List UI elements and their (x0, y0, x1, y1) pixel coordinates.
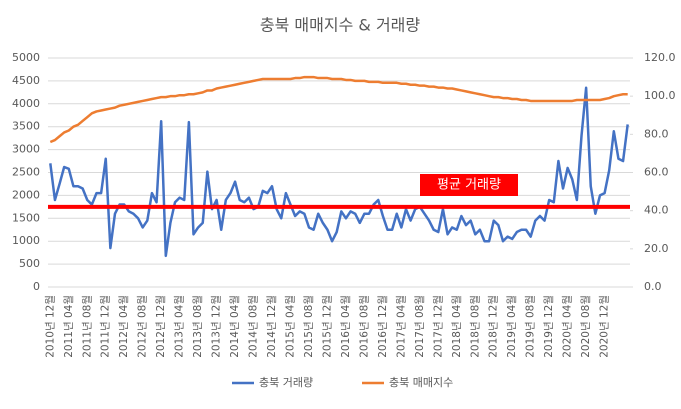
chart-title: 충북 매매지수 & 거래량 (260, 16, 420, 35)
x-tick-label: 2012년 04월 (118, 295, 130, 358)
legend-label: 충북 매매지수 (389, 376, 453, 389)
x-tick-label: 2020년 04월 (562, 295, 574, 358)
x-tick-label: 2019년 08월 (525, 295, 537, 358)
series-line (49, 75, 628, 144)
y2-tick-label: 40.0 (644, 204, 669, 217)
x-tick-label: 2011년 04월 (63, 295, 75, 358)
y-tick-label: 1000 (12, 234, 40, 247)
x-tick-label: 2012년 12월 (155, 295, 167, 358)
y-tick-label: 4500 (12, 74, 40, 87)
y2-tick-label: 80.0 (644, 127, 669, 140)
x-tick-label: 2010년 12월 (44, 295, 56, 358)
x-tick-label: 2014년 08월 (248, 295, 260, 358)
x-tick-label: 2011년 08월 (81, 295, 93, 358)
x-tick-label: 2015년 08월 (303, 295, 315, 358)
x-tick-label: 2013년 12월 (211, 295, 223, 358)
y2-tick-label: 100.0 (644, 89, 676, 102)
y-tick-label: 2000 (12, 188, 40, 201)
x-tick-label: 2016년 08월 (358, 295, 370, 358)
x-tick-label: 2020년 12월 (599, 295, 611, 358)
x-tick-label: 2013년 08월 (192, 295, 204, 358)
x-tick-label: 2018년 04월 (451, 295, 463, 358)
y2-tick-label: 60.0 (644, 166, 669, 179)
y-tick-label: 1500 (12, 211, 40, 224)
x-tick-label: 2019년 04월 (506, 295, 518, 358)
average-label-box (420, 174, 518, 196)
legend-label: 충북 거래량 (259, 376, 313, 389)
x-tick-label: 2016년 04월 (340, 295, 352, 358)
x-tick-label: 2016년 12월 (377, 295, 389, 358)
y-tick-label: 500 (19, 257, 40, 270)
x-tick-label: 2018년 12월 (488, 295, 500, 358)
x-tick-label: 2013년 04월 (174, 295, 186, 358)
x-tick-label: 2017년 04월 (395, 295, 407, 358)
x-tick-label: 2012년 08월 (137, 295, 149, 358)
series-line (49, 86, 629, 258)
x-tick-label: 2019년 12월 (543, 295, 555, 358)
x-tick-label: 2017년 12월 (432, 295, 444, 358)
x-tick-label: 2014년 04월 (229, 295, 241, 358)
x-tick-label: 2017년 08월 (414, 295, 426, 358)
y-tick-label: 0 (33, 280, 40, 293)
x-tick-label: 2018년 08월 (469, 295, 481, 358)
y2-tick-label: 0.0 (644, 280, 662, 293)
average-label: 평균 거래량 (437, 178, 501, 193)
x-tick-label: 2020년 08월 (580, 295, 592, 358)
y-tick-label: 3500 (12, 120, 40, 133)
x-tick-label: 2011년 12월 (100, 295, 112, 358)
y2-tick-label: 120.0 (644, 51, 676, 64)
y-tick-label: 2500 (12, 166, 40, 179)
y2-tick-label: 20.0 (644, 242, 669, 255)
y-tick-label: 4000 (12, 97, 40, 110)
x-tick-label: 2014년 12월 (266, 295, 278, 358)
x-tick-label: 2015년 12월 (321, 295, 333, 358)
y-tick-label: 3000 (12, 143, 40, 156)
x-tick-label: 2015년 04월 (285, 295, 297, 358)
y-tick-label: 5000 (12, 51, 40, 64)
